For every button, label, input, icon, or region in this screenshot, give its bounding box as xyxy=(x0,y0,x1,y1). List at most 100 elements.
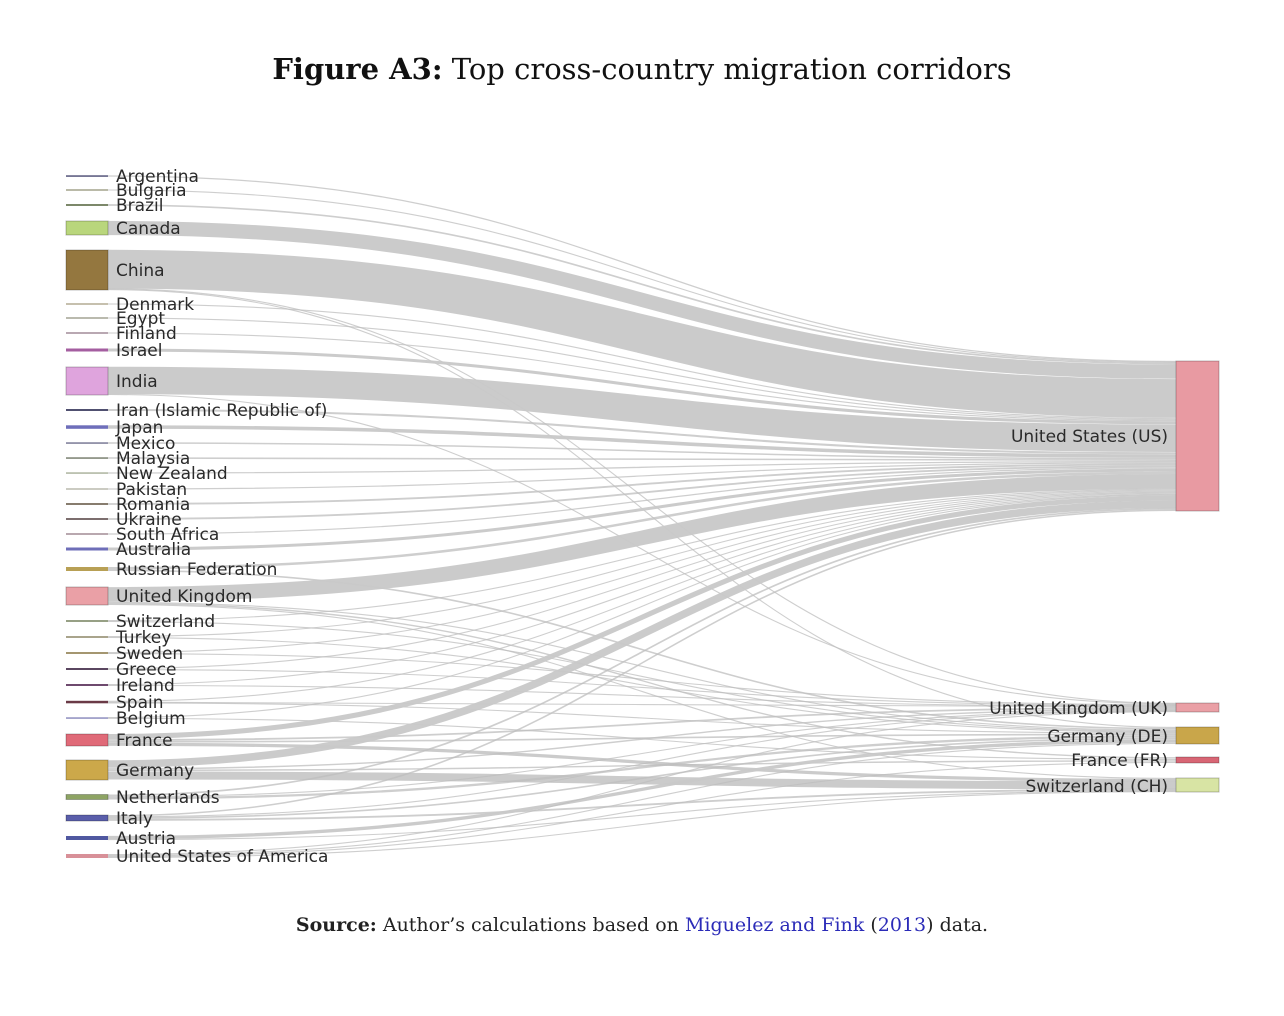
flow-israel-to-united-states-us xyxy=(107,348,1177,425)
source-note: Source: Author’s calculations based on M… xyxy=(0,914,1284,936)
target-label-switzerland-ch: Switzerland (CH) xyxy=(1026,777,1168,797)
source-node-malaysia[interactable] xyxy=(66,457,108,459)
flow-italy-to-united-kingdom-uk xyxy=(107,710,1177,818)
source-node-brazil[interactable] xyxy=(66,204,108,206)
flow-south-africa-to-united-states-us xyxy=(107,467,1177,535)
source-node-spain[interactable] xyxy=(66,700,108,704)
flow-spain-to-united-states-us xyxy=(107,493,1177,702)
source-node-argentina[interactable] xyxy=(66,175,108,177)
source-node-china[interactable] xyxy=(65,249,109,291)
source-node-russian-federation[interactable] xyxy=(66,567,108,571)
source-label-argentina: Argentina xyxy=(116,167,199,187)
flow-germany-to-united-states-us xyxy=(107,500,1177,768)
source-node-turkey[interactable] xyxy=(66,636,108,638)
citation-paren-open: ( xyxy=(870,914,878,936)
flow-argentina-to-united-states-us xyxy=(107,175,1177,363)
source-label-belgium: Belgium xyxy=(116,709,186,729)
source-node-romania[interactable] xyxy=(66,503,108,505)
source-label-united-states-of-america: United States of America xyxy=(116,847,328,867)
source-node-new-zealand[interactable] xyxy=(66,472,108,474)
source-node-ukraine[interactable] xyxy=(66,518,108,520)
flow-united-states-of-america-to-france-fr xyxy=(107,761,1177,858)
source-label-turkey: Turkey xyxy=(115,628,171,648)
source-label-austria: Austria xyxy=(116,829,176,849)
flow-italy-to-germany-de xyxy=(107,737,1177,819)
citation-link[interactable]: Miguelez and Fink xyxy=(684,914,865,936)
source-label-pakistan: Pakistan xyxy=(116,480,187,500)
target-node-switzerland-ch[interactable] xyxy=(1175,777,1220,793)
source-node-japan[interactable] xyxy=(66,425,108,429)
source-node-india[interactable] xyxy=(65,366,109,396)
flow-germany-to-france-fr xyxy=(107,760,1177,772)
source-label-russian-federation: Russian Federation xyxy=(116,560,277,580)
source-node-united-kingdom[interactable] xyxy=(65,586,109,606)
source-label-malaysia: Malaysia xyxy=(116,449,190,469)
source-label-brazil: Brazil xyxy=(116,196,163,216)
flow-egypt-to-united-states-us xyxy=(107,317,1177,421)
source-node-netherlands[interactable] xyxy=(65,794,109,800)
source-node-france[interactable] xyxy=(65,733,109,747)
source-node-germany[interactable] xyxy=(65,759,109,781)
target-node-united-states-us[interactable] xyxy=(1175,360,1220,512)
source-label-italy: Italy xyxy=(116,809,153,829)
citation-paren-close: ) xyxy=(926,914,934,936)
flow-links xyxy=(107,175,1177,859)
source-label-greece: Greece xyxy=(116,660,177,680)
source-node-mexico[interactable] xyxy=(66,442,108,444)
source-node-israel[interactable] xyxy=(66,348,108,352)
flow-france-to-germany-de xyxy=(107,733,1177,743)
flow-france-to-united-kingdom-uk xyxy=(107,707,1177,741)
flow-netherlands-to-united-kingdom-uk xyxy=(107,709,1177,798)
flow-canada-to-united-states-us xyxy=(107,220,1177,379)
flow-new-zealand-to-united-states-us xyxy=(107,460,1177,474)
flow-brazil-to-united-states-us xyxy=(107,204,1177,365)
source-node-ireland[interactable] xyxy=(66,684,108,686)
source-node-egypt[interactable] xyxy=(66,317,108,319)
source-label-israel: Israel xyxy=(116,341,162,361)
source-node-australia[interactable] xyxy=(66,547,108,551)
flow-italy-to-switzerland-ch xyxy=(107,788,1177,821)
source-node-finland[interactable] xyxy=(66,332,108,334)
source-label-ireland: Ireland xyxy=(116,676,175,696)
target-label-united-kingdom-uk: United Kingdom (UK) xyxy=(989,699,1168,719)
target-nodes: United States (US) United Kingdom (UK) Ger… xyxy=(989,360,1220,797)
citation-year-link[interactable]: 2013 xyxy=(877,914,927,936)
flow-russian-federation-to-united-states-us xyxy=(107,471,1177,570)
source-node-united-states-of-america[interactable] xyxy=(66,854,108,858)
source-label-france: France xyxy=(116,731,173,751)
source-label-canada: Canada xyxy=(116,219,181,239)
source-label-india: India xyxy=(116,372,158,392)
source-label-mexico: Mexico xyxy=(116,434,175,454)
target-label-united-states-us: United States (US) xyxy=(1011,427,1168,447)
source-label: Source: xyxy=(295,914,377,936)
source-node-south-africa[interactable] xyxy=(66,533,108,535)
figure-title: Figure A3: Top cross-country migration c… xyxy=(0,52,1284,86)
source-node-austria[interactable] xyxy=(66,836,108,840)
source-node-pakistan[interactable] xyxy=(66,488,108,490)
flow-united-states-of-america-to-switzerland-ch xyxy=(107,791,1177,859)
source-label-iran-islamic-republic-of: Iran (Islamic Republic of) xyxy=(116,401,327,421)
source-node-switzerland[interactable] xyxy=(66,620,108,622)
source-node-denmark[interactable] xyxy=(66,303,108,305)
target-node-france-fr[interactable] xyxy=(1175,756,1220,764)
flow-germany-to-united-kingdom-uk xyxy=(107,708,1177,770)
flow-bulgaria-to-united-states-us xyxy=(107,189,1177,363)
flow-greece-to-united-kingdom-uk xyxy=(107,668,1177,706)
source-label-new-zealand: New Zealand xyxy=(116,464,228,484)
source-node-greece[interactable] xyxy=(66,668,108,670)
source-text: Author’s calculations based on xyxy=(382,914,679,936)
source-node-sweden[interactable] xyxy=(66,652,108,654)
source-label-ukraine: Ukraine xyxy=(116,510,182,530)
source-node-belgium[interactable] xyxy=(66,717,108,719)
source-node-canada[interactable] xyxy=(65,220,109,236)
source-node-iran-islamic-republic-of[interactable] xyxy=(66,409,108,411)
source-node-bulgaria[interactable] xyxy=(66,189,108,191)
flow-austria-to-germany-de xyxy=(107,739,1177,840)
target-node-united-kingdom-uk[interactable] xyxy=(1175,702,1220,713)
flow-ukraine-to-united-states-us xyxy=(107,465,1177,520)
target-node-germany-de[interactable] xyxy=(1175,726,1220,745)
flow-sweden-to-united-kingdom-uk xyxy=(107,652,1177,706)
source-node-italy[interactable] xyxy=(65,814,109,822)
